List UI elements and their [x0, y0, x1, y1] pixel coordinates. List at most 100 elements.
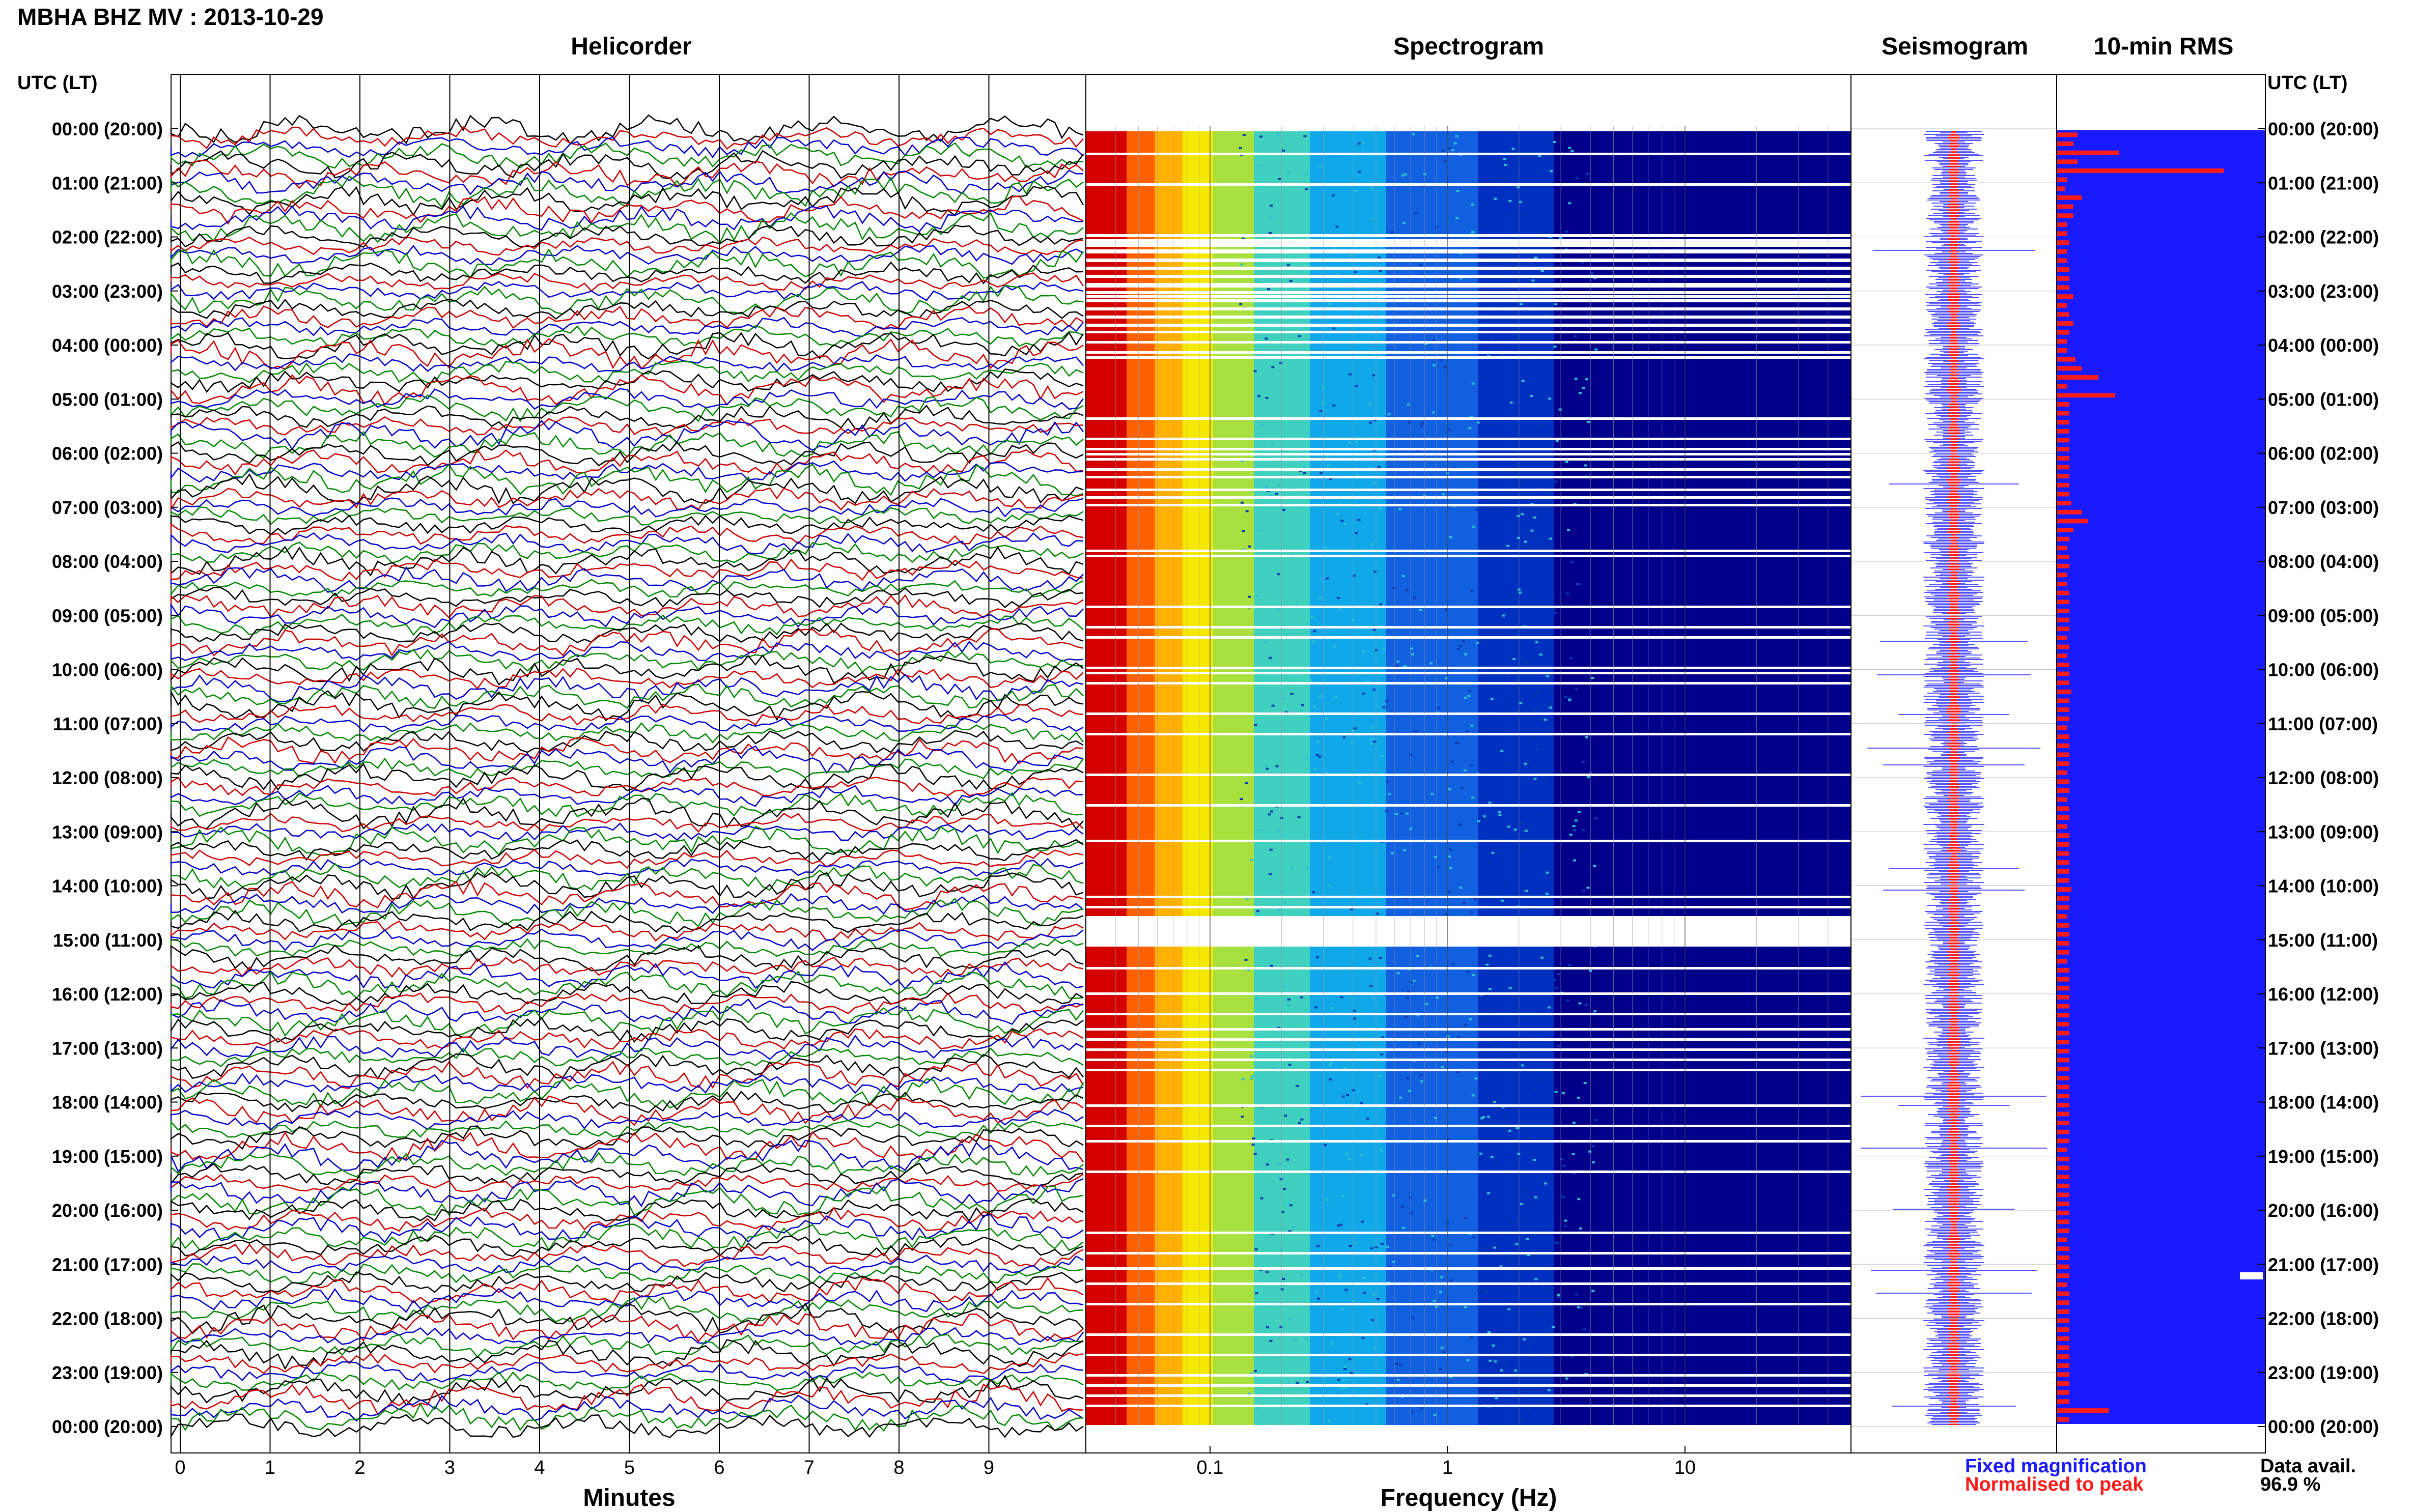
- spectrogram-noise: [1410, 1411, 1414, 1413]
- spectrogram-noise: [1593, 1010, 1597, 1013]
- rms-bar: [2057, 1291, 2069, 1296]
- time-tick-label-right: 00:00 (20:00): [2268, 119, 2379, 139]
- spectrogram-noise: [1343, 523, 1347, 526]
- spectrogram-gap: [1086, 496, 1851, 499]
- spectrogram-noise: [1541, 151, 1545, 154]
- spectrogram-gap: [1086, 234, 1851, 237]
- helicorder-trace: [170, 1375, 1084, 1406]
- legend-normalised: Normalised to peak: [1965, 1474, 2144, 1495]
- spectrogram-noise: [1355, 532, 1358, 534]
- spectrogram-noise: [1432, 1238, 1436, 1241]
- spectrogram-noise: [1558, 408, 1562, 411]
- helicorder-trace: [170, 858, 1084, 877]
- spectrogram-noise: [1396, 972, 1400, 975]
- rms-bar: [2057, 258, 2067, 263]
- spectrogram-noise: [1566, 1000, 1569, 1002]
- spectrogram-noise: [1524, 762, 1527, 765]
- spectrogram-noise: [1425, 1003, 1429, 1005]
- spectrogram-gap: [1086, 183, 1851, 186]
- spectrogram-gap: [1086, 1171, 1851, 1173]
- spectrogram-noise: [1578, 583, 1581, 586]
- spectrogram-noise: [1324, 546, 1327, 549]
- spectrogram-noise: [1332, 327, 1336, 330]
- time-tick-label-right: 17:00 (13:00): [2268, 1038, 2379, 1059]
- spectrogram-noise: [1346, 1094, 1350, 1096]
- spectrogram-noise: [1443, 159, 1447, 162]
- helicorder-trace: [170, 1125, 1084, 1150]
- rms-bar: [2057, 1318, 2069, 1323]
- rms-bar: [2057, 1138, 2069, 1144]
- minute-tick-label: 7: [804, 1457, 815, 1478]
- spectrogram-noise: [1282, 1278, 1285, 1280]
- spectrogram-noise: [1278, 1163, 1281, 1166]
- spectrogram-noise: [1332, 404, 1336, 407]
- rms-bar: [2057, 1363, 2069, 1368]
- rms-bar: [2057, 294, 2073, 299]
- spectrogram-noise: [1370, 1247, 1373, 1250]
- spectrogram-noise: [1507, 825, 1510, 828]
- rms-bar: [2057, 1229, 2069, 1233]
- spectrogram-noise: [1342, 736, 1346, 738]
- spectrogram-noise: [1508, 1257, 1511, 1260]
- spectrogram-noise: [1463, 769, 1467, 772]
- spectrogram-noise: [1269, 205, 1273, 207]
- rms-bar: [2057, 1048, 2069, 1053]
- rms-bar: [2057, 177, 2067, 182]
- spectrogram-noise: [1494, 1360, 1497, 1363]
- spectrogram-noise: [1523, 1338, 1526, 1340]
- spectrogram-gap: [1086, 840, 1851, 842]
- rms-bar: [2057, 501, 2071, 506]
- spectrogram-noise: [1401, 174, 1405, 177]
- spectrogram-noise: [1575, 177, 1579, 180]
- spectrogram-noise: [1305, 188, 1308, 190]
- spectrogram-noise: [1557, 1296, 1560, 1298]
- spectrogram-noise: [1300, 996, 1304, 999]
- spectrogram-noise: [1546, 675, 1550, 677]
- axes-layer: 00:00 (20:00) 00:00 (20:00) 01:00 (21:00) 0…: [52, 74, 2379, 1478]
- spectrogram-noise: [1333, 645, 1336, 647]
- spectrogram-noise: [1561, 1196, 1565, 1199]
- spectrogram-noise: [1341, 1308, 1344, 1310]
- spectrogram-noise: [1542, 771, 1546, 774]
- spectrogram-noise: [1553, 141, 1556, 144]
- spectrogram-noise: [1552, 1326, 1555, 1329]
- helicorder-trace: [170, 523, 1084, 545]
- time-tick-label-left: 03:00 (23:00): [52, 281, 163, 302]
- spectrogram-noise: [1471, 796, 1475, 799]
- helicorder-trace: [170, 998, 1084, 1025]
- spectrogram-noise: [1459, 277, 1463, 280]
- spectrogram-noise: [1458, 645, 1462, 647]
- spectrogram-noise: [1420, 1407, 1423, 1409]
- spectrogram-noise: [1593, 946, 1596, 948]
- spectrogram-noise: [1535, 743, 1539, 746]
- spectrogram-noise: [1532, 737, 1536, 739]
- rms-bar: [2057, 1094, 2069, 1099]
- spectrogram-noise: [1534, 1278, 1538, 1280]
- spectrogram-noise: [1540, 270, 1544, 272]
- spectrogram-noise: [1517, 1126, 1520, 1129]
- spectrogram-noise: [1432, 411, 1435, 414]
- helicorder-trace: [170, 848, 1084, 869]
- helicorder-trace: [170, 879, 1084, 910]
- spectrogram-noise: [1360, 1154, 1364, 1156]
- spectrogram-noise: [1537, 813, 1541, 816]
- spectrogram-noise: [1300, 1118, 1304, 1121]
- time-tick-label-right: 16:00 (12:00): [2268, 984, 2379, 1005]
- spectrogram-gap: [1086, 250, 1851, 253]
- spectrogram-noise: [1348, 1157, 1351, 1160]
- rms-bar: [2057, 995, 2069, 1000]
- spectrogram-noise: [1373, 419, 1377, 421]
- spectrogram-noise: [1533, 1258, 1536, 1260]
- spectrogram-noise: [1400, 1205, 1404, 1208]
- spectrogram-noise: [1539, 653, 1542, 656]
- helicorder-trace: [170, 920, 1084, 942]
- rms-bar: [2057, 1202, 2069, 1206]
- spectrogram-gap: [1086, 636, 1851, 639]
- spectrogram-noise: [1292, 1226, 1296, 1229]
- spectrogram-noise: [1239, 147, 1242, 149]
- spectrogram-noise: [1419, 264, 1423, 266]
- spectrogram-noise: [1464, 1306, 1467, 1308]
- spectrogram-noise: [1242, 530, 1245, 532]
- minute-tick-label: 6: [714, 1457, 724, 1478]
- spectrogram-noise: [1304, 327, 1308, 329]
